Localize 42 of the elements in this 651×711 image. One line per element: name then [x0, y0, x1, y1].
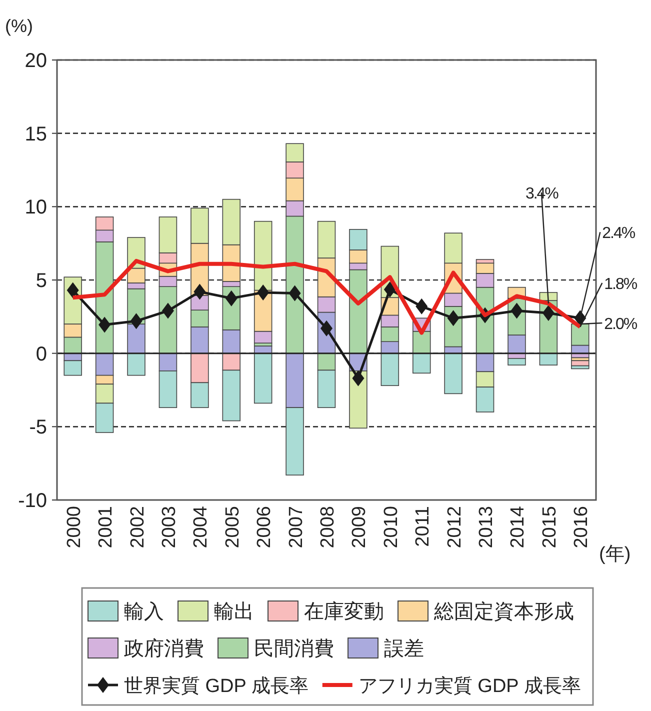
x-tick-label: 2007 — [286, 506, 307, 548]
point — [352, 370, 364, 386]
y-tick-label: 5 — [36, 270, 47, 292]
annotation: 3.4% — [525, 185, 559, 202]
legend-label: アフリカ実質 GDP 成長率 — [358, 675, 581, 697]
x-tick-label: 2010 — [380, 506, 402, 548]
y-tick-label: 10 — [24, 196, 47, 219]
x-tick-label: 2006 — [254, 506, 276, 548]
x-tick-label: 2001 — [96, 506, 117, 548]
annotation: 2.4% — [602, 225, 636, 242]
annotation: 1.8% — [604, 276, 638, 293]
x-tick-label: 2000 — [64, 506, 85, 548]
legend-label: 在庫変動 — [304, 600, 384, 623]
y-axis-title: (%) — [5, 16, 33, 36]
legend-label: 輸入 — [124, 601, 164, 623]
legend-label: 政府消費 — [124, 638, 204, 660]
x-tick-label: 2014 — [508, 506, 529, 548]
y-tick-label: 20 — [24, 50, 47, 72]
legend-label: 民間消費 — [254, 638, 334, 660]
x-tick-label: 2004 — [190, 506, 212, 548]
x-tick-label: 2011 — [412, 506, 434, 547]
x-tick-label: 2008 — [318, 506, 338, 548]
y-tick-label: -10 — [18, 490, 47, 512]
x-tick-label: 2015 — [539, 506, 560, 548]
legend-label: 誤差 — [384, 638, 424, 660]
y-tick-label: 15 — [24, 123, 47, 146]
x-tick-label: 2003 — [158, 506, 180, 548]
annotation: 2.0% — [604, 316, 638, 333]
x-tick-label: 2016 — [571, 506, 592, 548]
x-tick-label: 2002 — [127, 506, 148, 548]
x-tick-label: 2005 — [222, 506, 244, 548]
legend-label: 総固定資本形成 — [433, 601, 574, 623]
legend-label: 輸出 — [214, 601, 254, 623]
x-tick-label: 2013 — [476, 506, 498, 548]
y-tick-label: -5 — [29, 416, 47, 439]
x-axis-title: (年) — [599, 544, 631, 565]
x-tick-label: 2012 — [444, 506, 466, 548]
y-tick-label: 0 — [36, 343, 47, 366]
annotation: 2.0% — [580, 316, 637, 333]
bar — [508, 358, 526, 366]
legend-label: 世界実質 GDP 成長率 — [124, 675, 308, 697]
x-tick-label: 2009 — [349, 506, 370, 548]
